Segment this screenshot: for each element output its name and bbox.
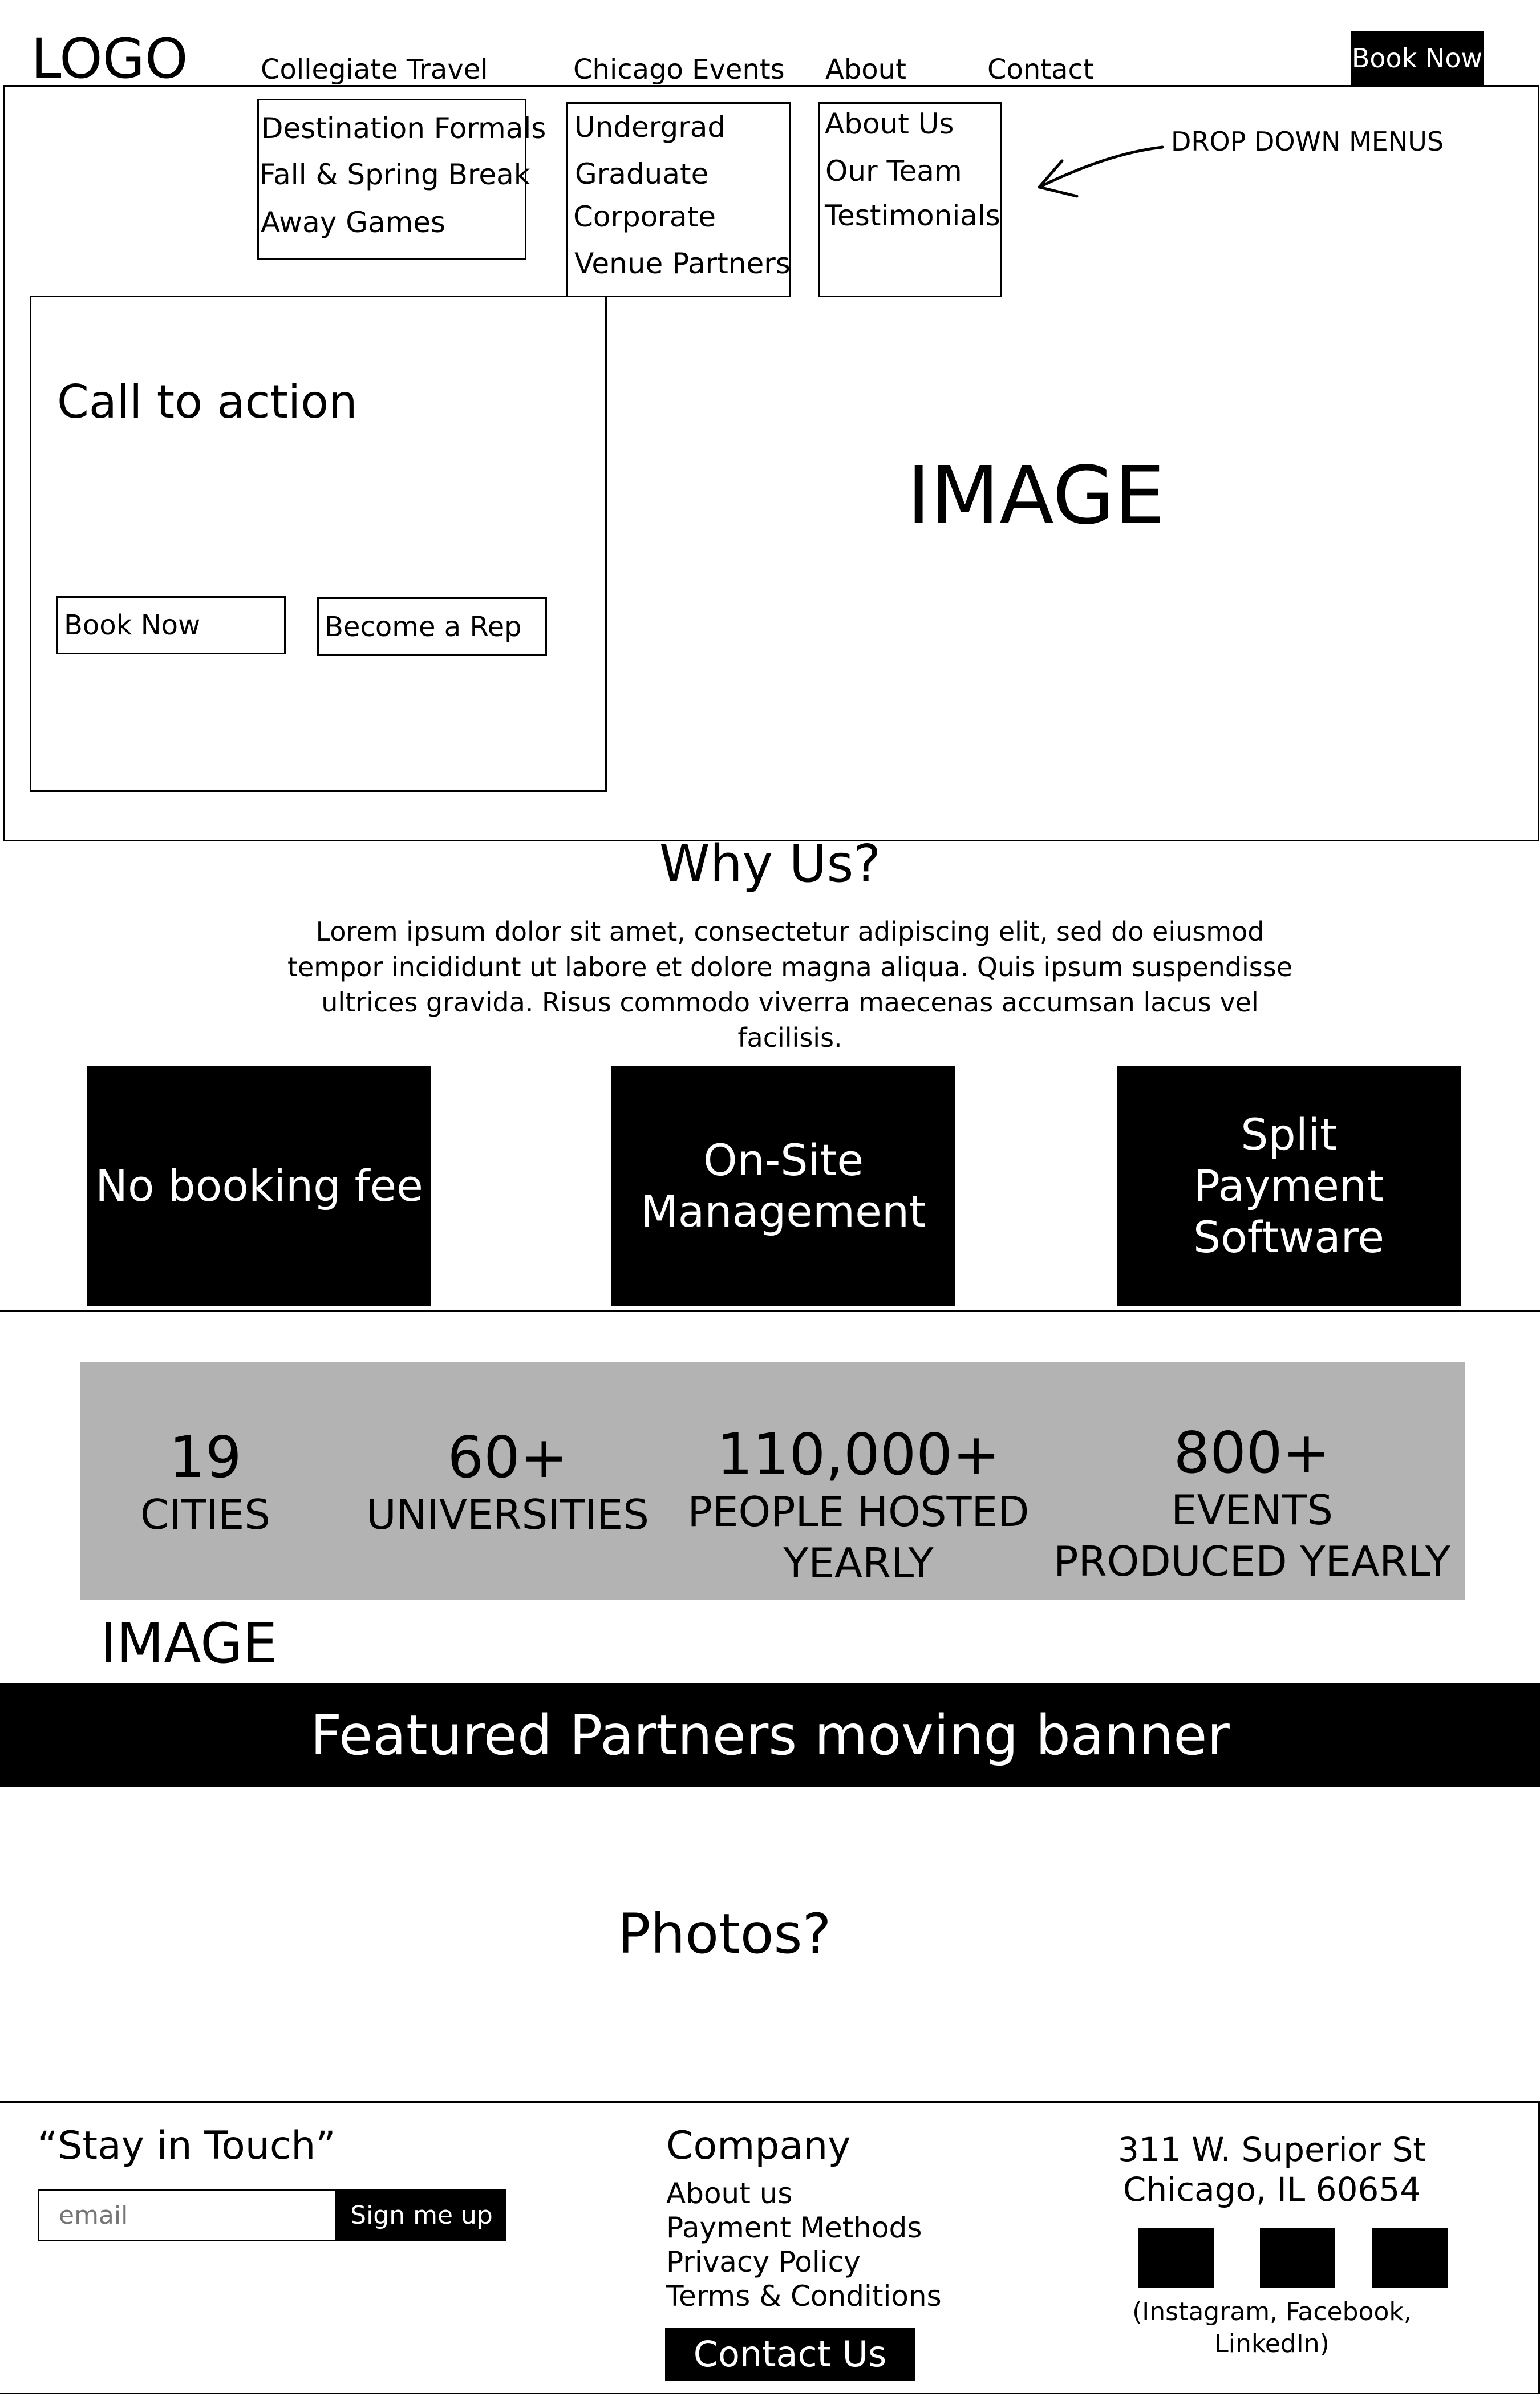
photos-placeholder: Photos?	[617, 1902, 832, 1966]
stats-section	[0, 1310, 1540, 1686]
nav-contact[interactable]: Contact	[987, 54, 1094, 86]
dropdown-chicago-events	[566, 102, 791, 297]
email-input[interactable]	[38, 2189, 337, 2241]
header-book-now-button[interactable]: Book Now	[1351, 31, 1484, 86]
sign-me-up-button[interactable]: Sign me up	[337, 2189, 506, 2241]
dropdown-item-our-team[interactable]: Our Team	[825, 155, 962, 188]
stat-events-produced: 800+ EVENTS PRODUCED YEARLY	[1049, 1422, 1454, 1587]
hero-image-placeholder: IMAGE	[907, 450, 1165, 543]
dropdown-item-venue-partners[interactable]: Venue Partners	[574, 247, 791, 280]
stat-number: 19	[169, 1424, 242, 1491]
dropdown-about	[818, 102, 1002, 297]
call-to-action-box	[30, 296, 607, 792]
company-heading: Company	[666, 2123, 851, 2168]
stat-label: CITIES	[140, 1491, 270, 1539]
why-us-title: Why Us?	[659, 834, 881, 894]
dropdown-annotation: DROP DOWN MENUS	[1171, 126, 1444, 157]
stats-image-placeholder: IMAGE	[100, 1612, 278, 1675]
feature-no-booking-fee: No booking fee	[87, 1066, 431, 1306]
social-caption: (Instagram, Facebook, LinkedIn)	[1132, 2297, 1412, 2358]
featured-partners-banner: Featured Partners moving banner	[0, 1683, 1540, 1787]
instagram-icon[interactable]	[1138, 2228, 1214, 2288]
why-us-body: Lorem ipsum dolor sit amet, consectetur …	[287, 916, 1293, 1053]
feature-split-payment-software: Split Payment Software	[1117, 1066, 1461, 1306]
dropdown-item-corporate[interactable]: Corporate	[573, 200, 716, 233]
stat-number: 800+	[1173, 1419, 1331, 1486]
dropdown-item-destination-formals[interactable]: Destination Formals	[261, 112, 546, 145]
footer-link-terms-conditions[interactable]: Terms & Conditions	[666, 2280, 942, 2313]
footer	[0, 2101, 1540, 2394]
dropdown-collegiate-travel	[257, 99, 526, 260]
stats-band	[80, 1362, 1465, 1600]
logo[interactable]: LOGO	[31, 27, 188, 91]
dropdown-item-about-us[interactable]: About Us	[825, 107, 954, 140]
contact-us-button[interactable]: Contact Us	[665, 2328, 915, 2381]
dropdown-item-undergrad[interactable]: Undergrad	[574, 111, 726, 144]
nav-collegiate-travel[interactable]: Collegiate Travel	[261, 54, 488, 86]
dropdown-item-away-games[interactable]: Away Games	[261, 206, 446, 239]
stat-label: EVENTS PRODUCED YEARLY	[1053, 1486, 1450, 1585]
annotation-arrow-icon	[1038, 145, 1164, 198]
cta-title: Call to action	[57, 375, 358, 428]
linkedin-icon[interactable]	[1372, 2228, 1448, 2288]
address-line-1: 311 W. Superior St	[1117, 2130, 1426, 2169]
stat-label: PEOPLE HOSTED YEARLY	[687, 1488, 1030, 1587]
stat-number: 60+	[447, 1424, 568, 1491]
nav-chicago-events[interactable]: Chicago Events	[573, 54, 785, 86]
feature-on-site-management: On-Site Management	[611, 1066, 955, 1306]
footer-link-about-us[interactable]: About us	[666, 2177, 793, 2210]
hero-section	[3, 85, 1539, 841]
address-line-2: Chicago, IL 60654	[1122, 2170, 1421, 2209]
stat-cities: 19 CITIES	[91, 1426, 319, 1540]
footer-link-payment-methods[interactable]: Payment Methods	[666, 2211, 922, 2244]
footer-link-privacy-policy[interactable]: Privacy Policy	[666, 2245, 861, 2278]
dropdown-item-graduate[interactable]: Graduate	[575, 157, 709, 191]
stat-universities: 60+ UNIVERSITIES	[359, 1426, 656, 1540]
stat-label: UNIVERSITIES	[366, 1491, 649, 1539]
become-a-rep-button[interactable]: Become a Rep	[317, 597, 547, 656]
dropdown-item-testimonials[interactable]: Testimonials	[825, 199, 1000, 232]
facebook-icon[interactable]	[1260, 2228, 1335, 2288]
stat-people-hosted: 110,000+ PEOPLE HOSTED YEARLY	[679, 1423, 1038, 1589]
stat-number: 110,000+	[716, 1421, 1000, 1488]
stay-in-touch-heading: “Stay in Touch”	[38, 2123, 336, 2168]
dropdown-item-fall-spring-break[interactable]: Fall & Spring Break	[260, 158, 530, 191]
cta-book-now-button[interactable]: Book Now	[56, 596, 286, 654]
nav-about[interactable]: About	[825, 54, 906, 86]
